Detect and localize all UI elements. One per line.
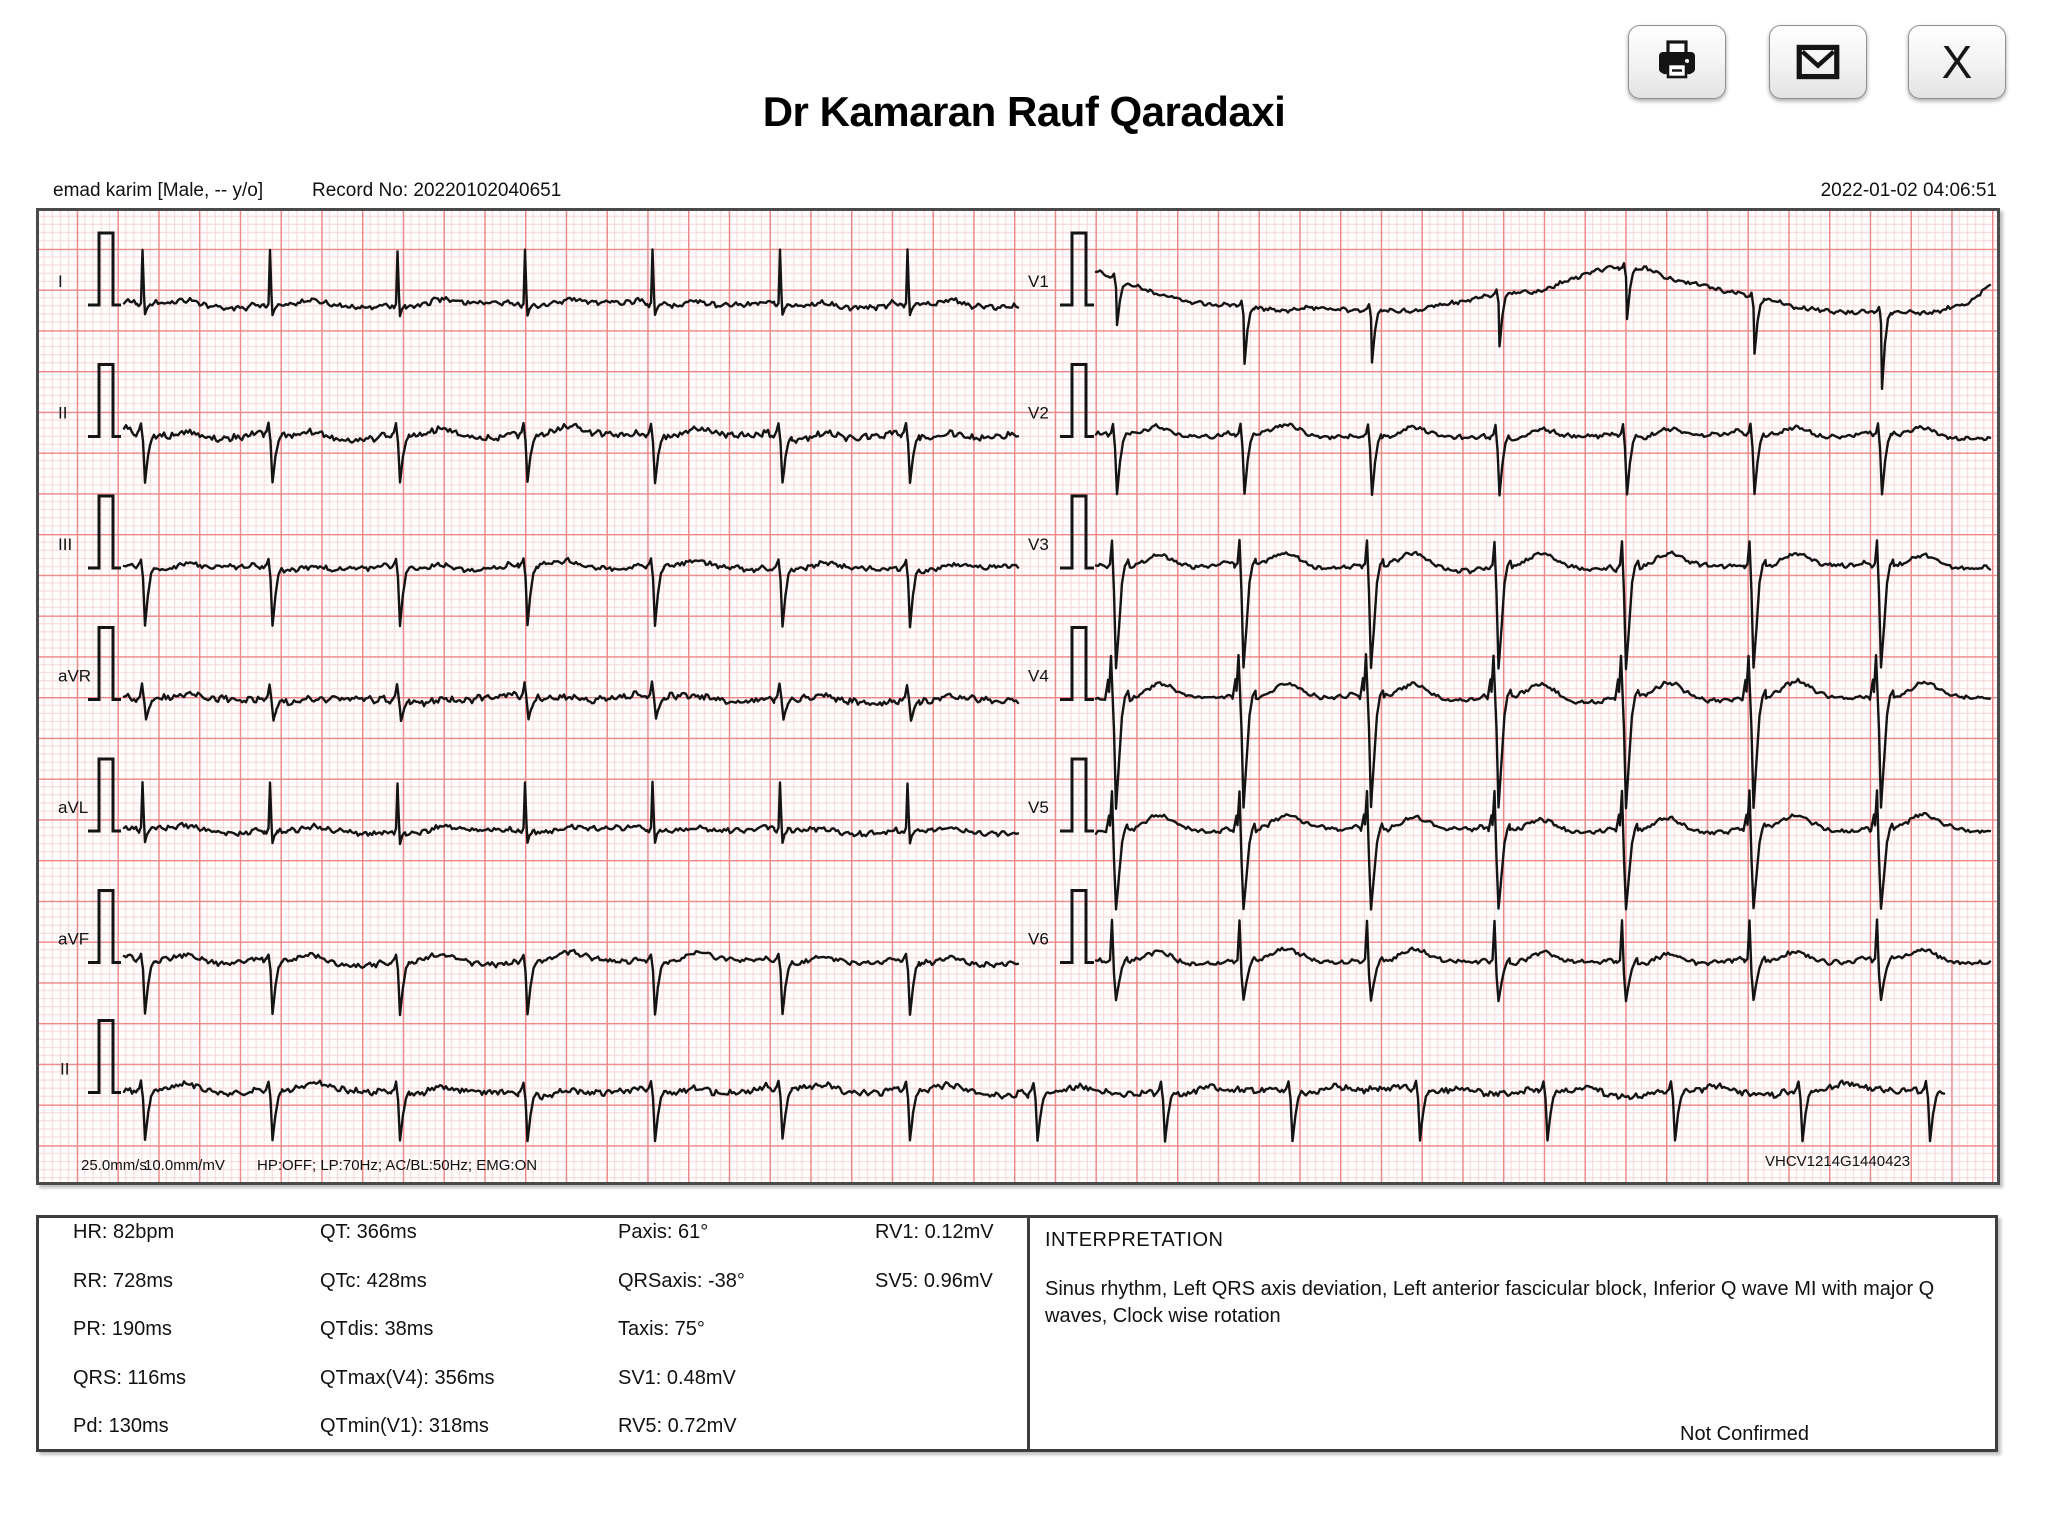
- calibration-pulse-V4: [1060, 626, 1094, 701]
- measurement-value: SV1: 0.48mV: [618, 1366, 736, 1389]
- record-number: Record No: 20220102040651: [312, 180, 562, 201]
- ecg-trace-II: [122, 1079, 1946, 1143]
- measurement-value: QRSaxis: -38°: [618, 1269, 745, 1292]
- calibration-pulse-II: [88, 363, 121, 438]
- close-button[interactable]: X: [1908, 25, 2006, 99]
- lead-label-V5: V5: [1028, 798, 1049, 817]
- email-button[interactable]: [1769, 25, 1867, 99]
- measurements-panel: HR: 82bpm RR: 728ms PR: 190ms QRS: 116ms Pd:…: [36, 1215, 1030, 1452]
- measurement-value: QTmin(V1): 318ms: [320, 1415, 489, 1437]
- lead-label-aVF: aVF: [58, 930, 89, 949]
- lead-label-aVL: aVL: [58, 798, 88, 817]
- ecg-trace-aVF: [122, 948, 1020, 1017]
- ecg-trace-V3: [1094, 538, 1992, 671]
- patient-info-row: emad karim [Male, -- y/o] Record No: 202…: [0, 180, 2048, 206]
- lead-label-V6: V6: [1028, 930, 1049, 949]
- confirmation-status: Not Confirmed: [1680, 1423, 1809, 1445]
- measurements-column: RV1: 0.12mV SV5: 0.96mV: [875, 1222, 994, 1319]
- device-id: VHCV1214G1440423: [1765, 1153, 1910, 1170]
- measurement-value: HR: 82bpm: [73, 1221, 175, 1243]
- measurement-value: RV5: 0.72mV: [618, 1415, 737, 1437]
- calibration-pulse-aVF: [88, 889, 121, 964]
- calibration-pulse-V3: [1060, 494, 1094, 570]
- measurements-column: HR: 82bpm RR: 728ms PR: 190ms QRS: 116ms Pd:…: [73, 1222, 186, 1465]
- lead-label-V1: V1: [1028, 272, 1049, 291]
- lead-label-V3: V3: [1028, 535, 1049, 554]
- calibration-pulse-V1: [1060, 231, 1094, 307]
- lead-label-I: I: [58, 272, 63, 291]
- interpretation-heading: INTERPRETATION: [1045, 1229, 1224, 1251]
- ecg-trace-V5: [1094, 789, 1992, 911]
- lead-label-III: III: [58, 535, 72, 554]
- measurements-column: Paxis: 61° QRSaxis: -38° Taxis: 75° SV1: 0.…: [618, 1222, 745, 1465]
- page-title: Dr Kamaran Rauf Qaradaxi: [762, 88, 1286, 135]
- calibration-pulse-aVL: [88, 757, 121, 833]
- calibration-pulse-V2: [1060, 363, 1094, 438]
- ecg-paper: [36, 208, 2000, 1185]
- calibration-pulse-I: [88, 231, 121, 307]
- ecg-trace-V6: [1094, 918, 1992, 1003]
- paper-speed: 25.0mm/s: [81, 1157, 147, 1174]
- printer-icon: [1659, 40, 1695, 79]
- calibration-pulse-III: [88, 494, 121, 570]
- lead-label-II: II: [58, 404, 67, 423]
- ecg-trace-II: [122, 421, 1020, 485]
- measurement-value: Taxis: 75°: [618, 1318, 705, 1340]
- measurement-value: RR: 728ms: [73, 1269, 174, 1292]
- measurements-column: QT: 366ms QTc: 428ms QTdis: 38ms QTmax(V4):…: [320, 1222, 494, 1465]
- ecg-trace-V2: [1094, 422, 1992, 497]
- measurement-value: QT: 366ms: [320, 1221, 417, 1243]
- calibration-pulse-aVR: [88, 626, 121, 701]
- interpretation-text: Sinus rhythm, Left QRS axis deviation, L…: [1045, 1278, 1935, 1327]
- measurement-value: Pd: 130ms: [73, 1415, 169, 1437]
- lead-label-II: II: [60, 1060, 69, 1079]
- calibration-pulse-V6: [1060, 889, 1094, 964]
- ecg-trace-V1: [1094, 262, 1992, 391]
- measurement-value: RV1: 0.12mV: [875, 1221, 994, 1243]
- lead-label-V2: V2: [1028, 404, 1049, 423]
- ecg-trace-aVR: [122, 680, 1020, 723]
- envelope-icon: [1796, 44, 1840, 80]
- measurement-value: QRS: 116ms: [73, 1366, 186, 1389]
- calibration-pulse-II: [88, 1019, 121, 1094]
- measurement-value: QTmax(V4): 356ms: [320, 1366, 495, 1389]
- print-button[interactable]: [1628, 25, 1726, 99]
- ecg-trace-aVL: [122, 780, 1020, 846]
- record-timestamp: 2022-01-02 04:06:51: [1820, 180, 1997, 201]
- patient-name: emad karim [Male, -- y/o]: [53, 180, 264, 201]
- lead-label-aVR: aVR: [58, 667, 91, 686]
- measurement-value: PR: 190ms: [73, 1318, 172, 1340]
- measurement-value: QTdis: 38ms: [320, 1318, 434, 1340]
- interpretation-panel: INTERPRETATION Sinus rhythm, Left QRS ax…: [1030, 1215, 1998, 1452]
- filter-settings: HP:OFF; LP:70Hz; AC/BL:50Hz; EMG:ON: [257, 1157, 537, 1174]
- ecg-chart: I II III aVR aVL aVF V1 V2 V3 V4 V5 V6 II 25.0mm/s 1…: [36, 208, 2000, 1185]
- ecg-trace-I: [122, 248, 1020, 318]
- measurement-value: Paxis: 61°: [618, 1221, 709, 1243]
- ecg-trace-V4: [1094, 653, 1992, 810]
- gain-setting: 10.0mm/mV: [144, 1157, 225, 1174]
- measurement-value: SV5: 0.96mV: [875, 1269, 993, 1292]
- lead-label-V4: V4: [1028, 667, 1049, 686]
- calibration-pulse-V5: [1060, 757, 1094, 833]
- measurement-value: QTc: 428ms: [320, 1269, 427, 1292]
- ecg-trace-III: [122, 556, 1020, 629]
- close-x-glyph: X: [1941, 36, 1973, 88]
